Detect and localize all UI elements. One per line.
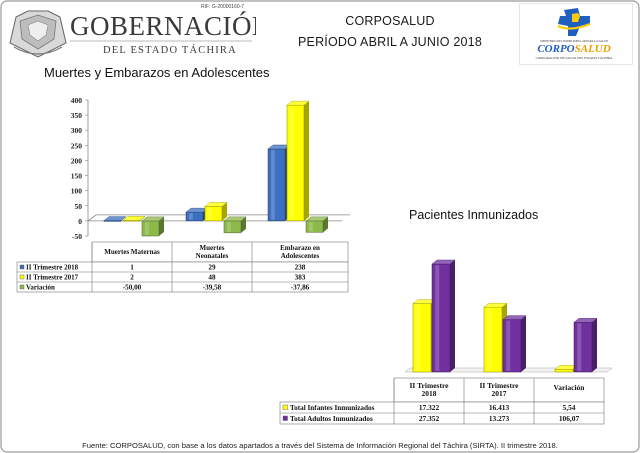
ref-code: RIF: G-20000160-7 (201, 4, 245, 10)
page-subtitle: PERÍODO ABRIL A JUNIO 2018 (298, 35, 482, 49)
chart2-title: Pacientes Inmunizados (409, 208, 539, 222)
gobernacion-logo-line2: DEL ESTADO TÁCHIRA (103, 44, 237, 56)
health-cross-icon (557, 8, 591, 36)
coat-of-arms-icon (9, 10, 67, 58)
corposalud-logo-caption: CORPORACIÓN DE SALUD DEL ESTADO TÁCHIRA (536, 55, 613, 60)
chart1-title: Muertes y Embarazos en Adolescentes (44, 65, 270, 80)
corposalud-logo: MINISTERIO DEL PODER POPULAR PARA LA SAL… (519, 3, 633, 65)
page-title: CORPOSALUD (345, 14, 435, 28)
corposalud-logo-name-b: SALUD (575, 43, 611, 55)
gobernacion-logo: GOBERNACIÓN DEL ESTADO TÁCHIRA (4, 3, 272, 61)
footnote: Fuente: CORPOSALUD, con base a los datos… (82, 441, 558, 450)
corposalud-logo-top: MINISTERIO DEL PODER POPULAR PARA LA SAL… (540, 40, 608, 43)
svg-text:CORPOSALUD: CORPOSALUD (537, 43, 610, 55)
gobernacion-logo-line1: GOBERNACIÓN (70, 11, 256, 41)
corposalud-logo-name-a: CORPO (537, 43, 574, 55)
